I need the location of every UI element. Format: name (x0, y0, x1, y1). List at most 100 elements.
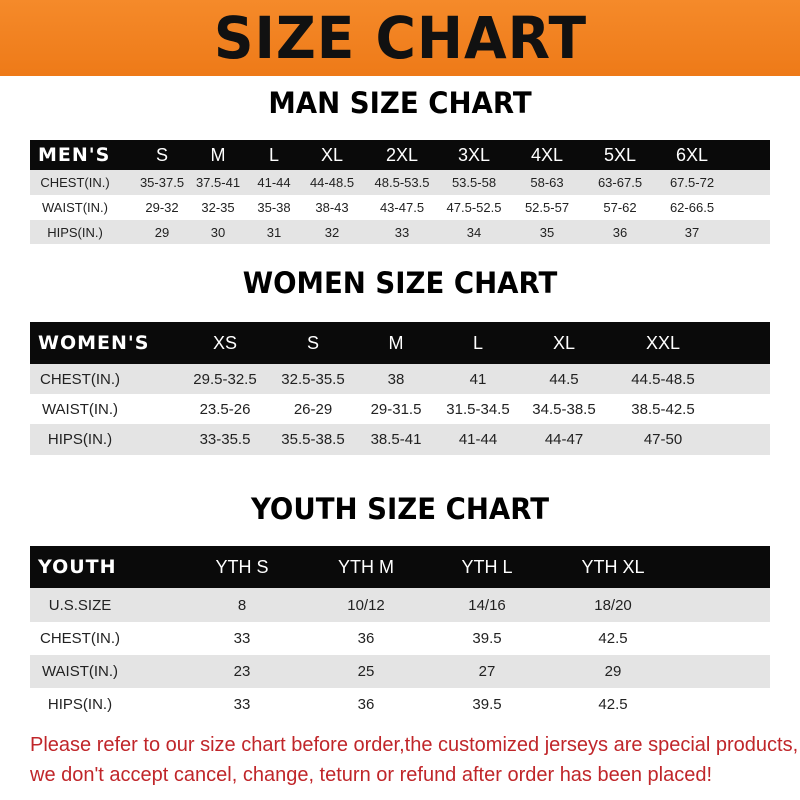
table-cell: 41-44 (458, 431, 498, 448)
row-label: HIPS(IN.) (47, 224, 103, 240)
table-cell: 39.5 (472, 695, 502, 713)
table-cell: 33 (394, 224, 410, 240)
table-cell: 58-63 (530, 175, 564, 190)
table-cell: 33-35.5 (199, 431, 251, 448)
table-cell: 31 (266, 224, 282, 240)
table-cell: 32-35 (201, 200, 235, 215)
table-row: U.S.SIZE 8 10/12 14/16 18/20 (30, 588, 770, 622)
row-label: CHEST(IN.) (40, 630, 120, 647)
size-header: M (388, 332, 404, 353)
table-cell: 44.5-48.5 (631, 370, 695, 388)
table-row: HIPS(IN.) 33 36 39.5 42.5 (30, 688, 770, 720)
table-cell: 33 (233, 695, 251, 713)
banner: SIZE CHART (0, 0, 800, 76)
row-label: HIPS(IN.) (47, 695, 113, 713)
table-cell: 44-47 (544, 431, 584, 448)
table-row: WAIST(IN.) 29-32 32-35 35-38 38-43 43-47.5 47.… (30, 195, 770, 220)
table-cell: 23.5-26 (199, 400, 251, 418)
table-cell: 29 (154, 224, 170, 240)
table-cell: 44.5 (549, 370, 579, 388)
table-cell: 43-47.5 (379, 200, 425, 215)
size-header: XS (212, 332, 238, 353)
row-label: CHEST(IN.) (40, 175, 110, 190)
row-label: WAIST(IN.) (41, 400, 119, 418)
size-header: 5XL (603, 144, 637, 165)
table-cell: 38 (387, 370, 405, 388)
table-cell: 36 (357, 630, 375, 647)
table-cell: 47-50 (643, 431, 683, 448)
women-header-row: WOMEN'S XS S M L XL XXL (30, 322, 770, 364)
table-row: CHEST(IN.) 35-37.5 37.5-41 41-44 44-48.5 48.5… (30, 170, 770, 195)
table-row: CHEST(IN.) 33 36 39.5 42.5 (30, 622, 770, 655)
table-cell: 38.5-41 (370, 431, 422, 448)
size-header: XL (320, 144, 344, 165)
table-cell: 25 (357, 663, 375, 680)
size-header: XXL (645, 332, 681, 353)
table-cell: 35-37.5 (139, 175, 185, 190)
table-cell: 37.5-41 (195, 175, 241, 190)
table-cell: 39.5 (472, 630, 502, 647)
size-header: YTH M (338, 556, 394, 577)
table-cell: 30 (210, 224, 226, 240)
table-row: HIPS(IN.) 29 30 31 32 33 34 35 36 37 (30, 220, 770, 244)
size-header: XL (552, 332, 576, 353)
table-cell: 38-43 (315, 200, 349, 215)
row-label: U.S.SIZE (48, 596, 112, 614)
note-line-2: we don't accept cancel, change, teturn o… (30, 764, 713, 786)
size-header: YTH S (215, 556, 269, 577)
table-cell: 35-38 (257, 200, 291, 215)
note-line-1: Please refer to our size chart before or… (30, 734, 799, 756)
youth-title: YOUTH SIZE CHART (250, 492, 550, 526)
table-cell: 29 (604, 663, 622, 680)
size-header: YTH XL (581, 556, 645, 577)
table-cell: 44-48.5 (309, 175, 355, 190)
table-cell: 53.5-58 (451, 175, 497, 190)
table-row: WAIST(IN.) 23 25 27 29 (30, 655, 770, 688)
table-cell: 29.5-32.5 (193, 370, 257, 388)
table-cell: 34 (466, 224, 482, 240)
table-cell: 8 (237, 596, 247, 614)
table-cell: 36 (357, 695, 375, 713)
table-cell: 35.5-38.5 (281, 431, 345, 448)
table-cell: 32 (324, 224, 340, 240)
table-row: HIPS(IN.) 33-35.5 35.5-38.5 38.5-41 41-44 44-… (30, 424, 770, 455)
table-cell: 38.5-42.5 (631, 400, 695, 418)
table-title: MEN'S (38, 144, 111, 166)
table-cell: 18/20 (594, 596, 632, 614)
size-header: 2XL (385, 144, 419, 165)
table-cell: 29-31.5 (370, 400, 422, 418)
size-header: 3XL (457, 144, 491, 165)
table-cell: 41 (469, 370, 487, 388)
table-cell: 62-66.5 (669, 200, 715, 215)
size-header: 6XL (675, 144, 709, 165)
table-cell: 67.5-72 (669, 175, 715, 190)
men-size-table: MEN'S S M L XL 2XL 3XL 4XL 5XL 6XL CHEST(IN.) 35-37… (30, 140, 770, 244)
table-cell: 37 (684, 224, 700, 240)
table-cell: 41-44 (257, 175, 291, 190)
table-row: CHEST(IN.) 29.5-32.5 32.5-35.5 38 41 44.5 44.5… (30, 364, 770, 394)
row-label: WAIST(IN.) (41, 663, 119, 680)
size-header: YTH L (461, 556, 513, 577)
table-cell: 14/16 (468, 596, 506, 614)
table-cell: 34.5-38.5 (532, 400, 596, 418)
table-cell: 36 (612, 224, 628, 240)
women-size-table: WOMEN'S XS S M L XL XXL CHEST(IN.) 29.5-32.5 32.5… (30, 322, 770, 455)
table-cell: 48.5-53.5 (374, 175, 430, 190)
size-header: 4XL (530, 144, 564, 165)
size-header: M (210, 144, 226, 165)
table-cell: 31.5-34.5 (446, 400, 510, 418)
table-cell: 42.5 (598, 695, 628, 713)
table-cell: 26-29 (293, 400, 333, 418)
table-cell: 29-32 (145, 200, 179, 215)
men-header-row: MEN'S S M L XL 2XL 3XL 4XL 5XL 6XL (30, 140, 770, 170)
table-cell: 35 (539, 224, 555, 240)
youth-header-row: YOUTH YTH S YTH M YTH L YTH XL (30, 546, 770, 588)
table-cell: 63-67.5 (597, 175, 643, 190)
table-cell: 27 (478, 663, 496, 680)
table-cell: 33 (233, 630, 251, 647)
table-title: WOMEN'S (38, 332, 150, 354)
table-cell: 57-62 (603, 200, 637, 215)
table-title: YOUTH (38, 556, 117, 578)
men-title: MAN SIZE CHART (268, 86, 532, 120)
row-label: HIPS(IN.) (47, 431, 113, 448)
